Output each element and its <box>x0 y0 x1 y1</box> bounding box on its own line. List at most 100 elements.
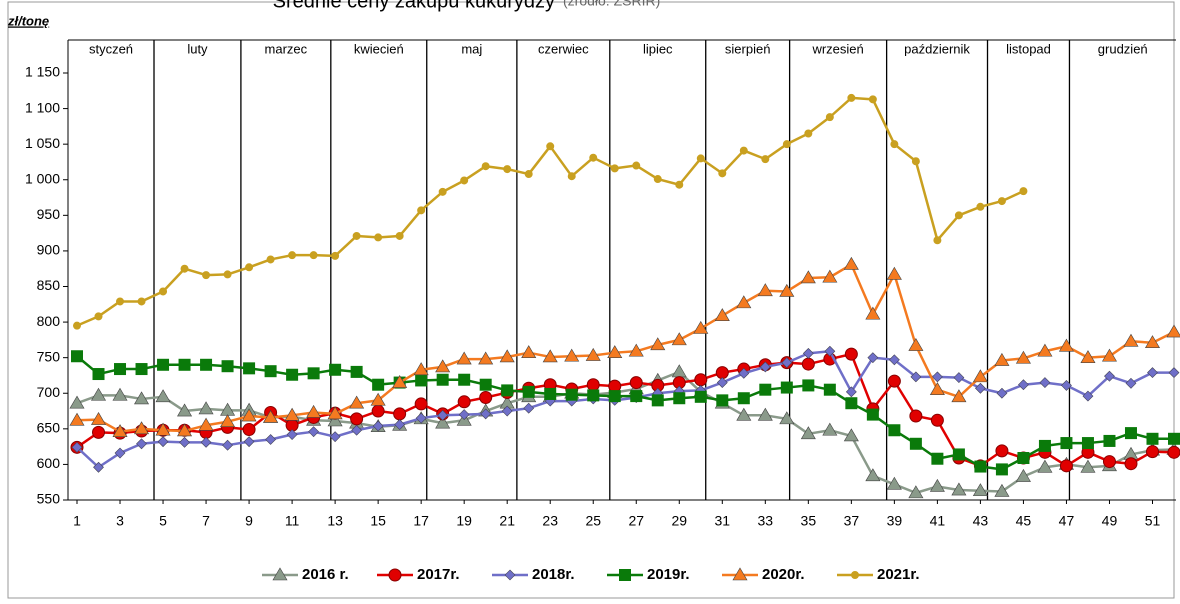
point <box>800 270 816 284</box>
point <box>779 283 795 297</box>
point <box>585 347 601 361</box>
series-line <box>76 350 1174 469</box>
point <box>781 357 793 369</box>
point <box>1124 457 1138 471</box>
x-tick-label: 17 <box>413 513 429 529</box>
point <box>73 321 81 330</box>
x-tick-label: 37 <box>844 513 860 529</box>
series-line <box>76 96 1024 327</box>
point <box>478 351 494 365</box>
point <box>288 251 297 260</box>
point <box>930 413 944 427</box>
point <box>309 251 318 260</box>
point <box>1080 350 1096 363</box>
point <box>630 390 643 403</box>
point <box>522 385 535 398</box>
point <box>1125 377 1137 389</box>
point <box>417 206 426 215</box>
y-tick-label: 750 <box>37 348 61 364</box>
legend-label: 2016 r. <box>302 566 349 583</box>
point <box>264 365 277 378</box>
point <box>653 175 662 184</box>
month-label: kwiecień <box>354 41 404 56</box>
point <box>266 255 275 264</box>
point <box>1038 439 1051 452</box>
point <box>865 306 881 320</box>
point <box>242 423 256 437</box>
point <box>392 374 408 388</box>
point <box>349 395 365 409</box>
point <box>714 308 730 321</box>
point <box>413 362 429 376</box>
legend-label: 2019r. <box>647 566 690 583</box>
month-label: czerwiec <box>538 41 589 56</box>
point <box>92 368 105 381</box>
point <box>245 263 254 272</box>
point <box>757 407 773 421</box>
x-tick-label: 27 <box>628 513 644 529</box>
month-label: wrzesień <box>811 41 863 56</box>
point <box>1103 434 1116 447</box>
x-tick-label: 35 <box>801 513 817 529</box>
point <box>1017 452 1030 465</box>
point <box>910 371 922 383</box>
point <box>851 571 859 579</box>
point <box>479 391 493 405</box>
point <box>157 436 169 448</box>
point <box>457 395 471 409</box>
y-tick-label: 550 <box>37 491 61 507</box>
point <box>1123 333 1139 347</box>
point <box>436 373 449 386</box>
month-label: październik <box>904 41 970 56</box>
point <box>886 266 902 280</box>
month-label: marzec <box>265 41 308 56</box>
point <box>220 414 236 428</box>
x-tick-label: 15 <box>370 513 386 529</box>
point <box>198 401 214 415</box>
point <box>974 460 987 473</box>
point <box>694 373 708 387</box>
point <box>1102 455 1116 469</box>
y-tick-label: 650 <box>37 420 61 436</box>
chart-subtitle: (źródło: ZSRIR) <box>563 0 660 9</box>
point <box>739 146 748 155</box>
point <box>69 412 85 426</box>
point <box>504 569 516 581</box>
point <box>350 412 364 426</box>
point <box>1124 427 1137 440</box>
point <box>1015 468 1031 482</box>
point <box>909 409 923 423</box>
point <box>671 364 687 378</box>
point <box>1101 348 1117 362</box>
series-line <box>76 352 1175 468</box>
point <box>843 256 859 270</box>
point <box>1144 335 1161 349</box>
x-tick-label: 29 <box>671 513 687 529</box>
point <box>159 287 168 296</box>
point <box>718 169 727 178</box>
point <box>607 345 623 358</box>
x-tick-label: 33 <box>758 513 774 529</box>
point <box>929 382 945 395</box>
point <box>716 394 729 407</box>
point <box>222 439 233 451</box>
point <box>458 373 471 386</box>
point <box>887 374 901 388</box>
point <box>92 425 106 439</box>
legend-label: 2020r. <box>762 566 805 583</box>
point <box>221 360 234 373</box>
point <box>868 95 877 104</box>
point <box>757 283 773 297</box>
x-tick-label: 7 <box>202 513 210 529</box>
point <box>263 409 279 423</box>
point <box>437 409 449 421</box>
point <box>1168 432 1180 445</box>
point <box>351 424 363 436</box>
point <box>1019 187 1028 196</box>
point <box>71 350 83 363</box>
point <box>628 343 644 357</box>
point <box>586 378 600 392</box>
point <box>824 345 836 357</box>
month-label: listopad <box>1006 41 1051 56</box>
point <box>761 155 770 164</box>
